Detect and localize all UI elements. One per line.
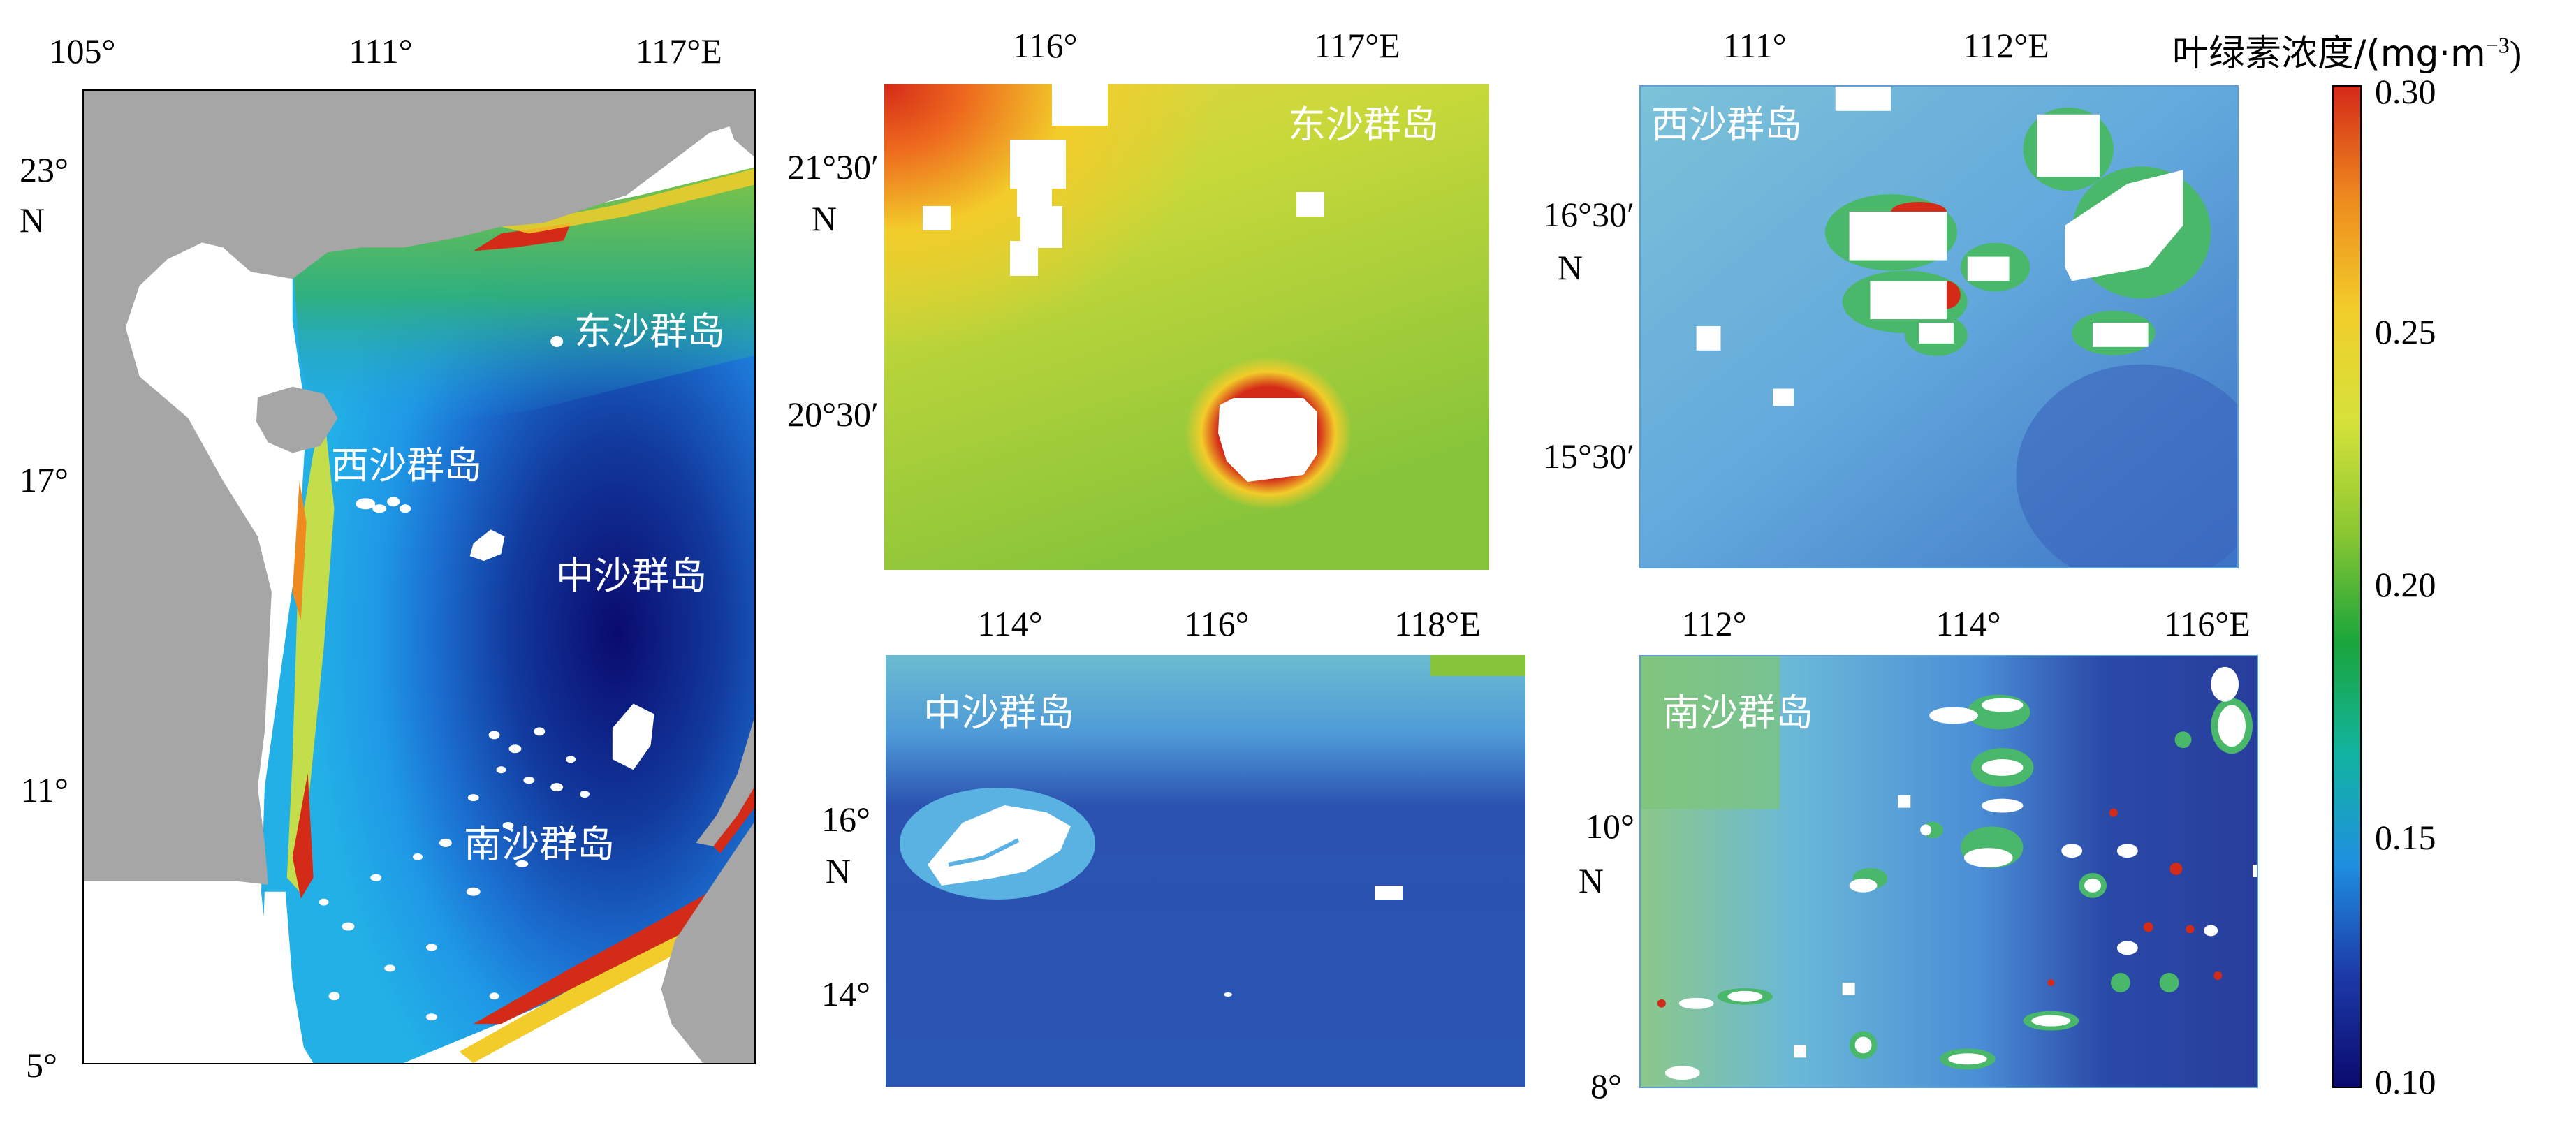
- nansha-chlorophyll-map: [1641, 656, 2257, 1087]
- nansha-xtick-2: 114°: [1935, 604, 2001, 643]
- colorbar-tick-2: 0.25: [2375, 312, 2436, 351]
- colorbar-tick-4: 0.15: [2375, 818, 2436, 857]
- overview-label-dongsha: 东沙群岛: [574, 309, 725, 353]
- xisha-label: 西沙群岛: [1651, 103, 1802, 147]
- dongsha-ytick-1: 21°30′: [787, 147, 879, 186]
- dongsha-xtick-2: 117°E: [1314, 26, 1400, 65]
- overview-ytick-2: 17°: [20, 460, 68, 499]
- zhongsha-ytick-1: 16°: [821, 800, 870, 839]
- dongsha-xtick-1: 116°: [1012, 26, 1078, 65]
- nansha-label: 南沙群岛: [1662, 691, 1813, 735]
- dongsha-label: 东沙群岛: [1288, 103, 1439, 147]
- dongsha-ytick-n: N: [811, 199, 837, 238]
- overview-ytick-n: N: [19, 200, 45, 240]
- overview-map-graphic: [84, 91, 754, 1063]
- nansha-reef-mask: [1664, 666, 2257, 1080]
- zhongsha-ytick-n: N: [825, 851, 851, 890]
- nansha-xtick-3: 116°E: [2164, 604, 2251, 643]
- overview-xtick-1: 105°: [49, 31, 116, 71]
- zhongsha-xtick-3: 118°E: [1394, 604, 1481, 643]
- nansha-ytick-2: 8°: [1590, 1066, 1622, 1106]
- colorbar-tick-3: 0.20: [2375, 565, 2436, 604]
- xisha-panel: [1639, 85, 2239, 568]
- colorbar-title-suffix: ): [2509, 34, 2522, 74]
- zhongsha-xtick-2: 116°: [1184, 604, 1250, 643]
- overview-label-xisha: 西沙群岛: [331, 443, 482, 487]
- colorbar-title-prefix: 叶绿素浓度/(mg·m: [2172, 33, 2486, 75]
- dongsha-reef-mask: [923, 84, 1324, 482]
- land-hainan: [256, 386, 338, 453]
- xisha-xtick-2: 112°E: [1963, 26, 2049, 65]
- overview-ytick-4: 5°: [26, 1045, 57, 1085]
- zhongsha-reef-mask: [928, 805, 1071, 886]
- dongsha-chlorophyll-map: [884, 84, 1489, 570]
- overview-ytick-1: 23°: [20, 150, 68, 189]
- reef-mask-islands: [319, 335, 654, 1021]
- zhongsha-xtick-1: 114°: [977, 604, 1043, 643]
- zhongsha-ytick-2: 14°: [821, 974, 870, 1013]
- colorbar-tick-5: 0.10: [2375, 1062, 2436, 1101]
- overview-xtick-2: 111°: [349, 31, 413, 71]
- dongsha-ytick-2: 20°30′: [787, 395, 879, 434]
- nansha-ytick-1: 10°: [1586, 807, 1634, 846]
- zhongsha-label: 中沙群岛: [923, 691, 1074, 735]
- colorbar-title-exponent: −3: [2485, 32, 2510, 58]
- colorbar-tick-1: 0.30: [2375, 72, 2436, 111]
- nansha-ytick-n: N: [1578, 861, 1604, 900]
- xisha-reef-mask: [1696, 87, 2183, 406]
- zhongsha-chlorophyll-map: [886, 655, 1525, 1087]
- zhongsha-panel: [886, 655, 1525, 1087]
- nansha-xtick-1: 112°: [1681, 604, 1747, 643]
- xisha-ytick-n: N: [1557, 248, 1583, 287]
- overview-map: [82, 89, 756, 1064]
- land-mainland: [84, 91, 754, 885]
- land-borneo: [661, 821, 754, 1063]
- overview-xtick-3: 117°E: [636, 31, 722, 71]
- xisha-chlorophyll-map: [1641, 87, 2237, 567]
- overview-ytick-3: 11°: [20, 770, 68, 809]
- xisha-ytick-2: 15°30′: [1543, 436, 1634, 476]
- dongsha-panel: [884, 84, 1489, 570]
- overview-label-zhongsha: 中沙群岛: [556, 554, 707, 598]
- colorbar-title: 叶绿素浓度/(mg·m−3): [2172, 24, 2522, 76]
- nansha-panel: [1639, 655, 2258, 1088]
- xisha-ytick-1: 16°30′: [1543, 195, 1634, 234]
- colorbar: [2332, 85, 2362, 1088]
- xisha-xtick-1: 111°: [1722, 26, 1787, 65]
- overview-label-nansha: 南沙群岛: [464, 822, 615, 866]
